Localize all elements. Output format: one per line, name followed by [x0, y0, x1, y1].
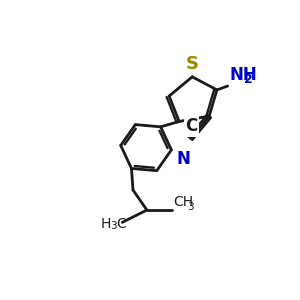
Text: 2: 2 — [244, 73, 253, 86]
Text: NH: NH — [229, 66, 257, 84]
Text: N: N — [176, 150, 190, 168]
Text: C: C — [116, 217, 126, 231]
Text: 3: 3 — [187, 202, 194, 212]
Text: S: S — [186, 55, 199, 73]
Text: C: C — [185, 117, 197, 135]
Text: H: H — [101, 217, 111, 231]
Text: 3: 3 — [110, 221, 116, 231]
Text: CH: CH — [173, 194, 193, 208]
